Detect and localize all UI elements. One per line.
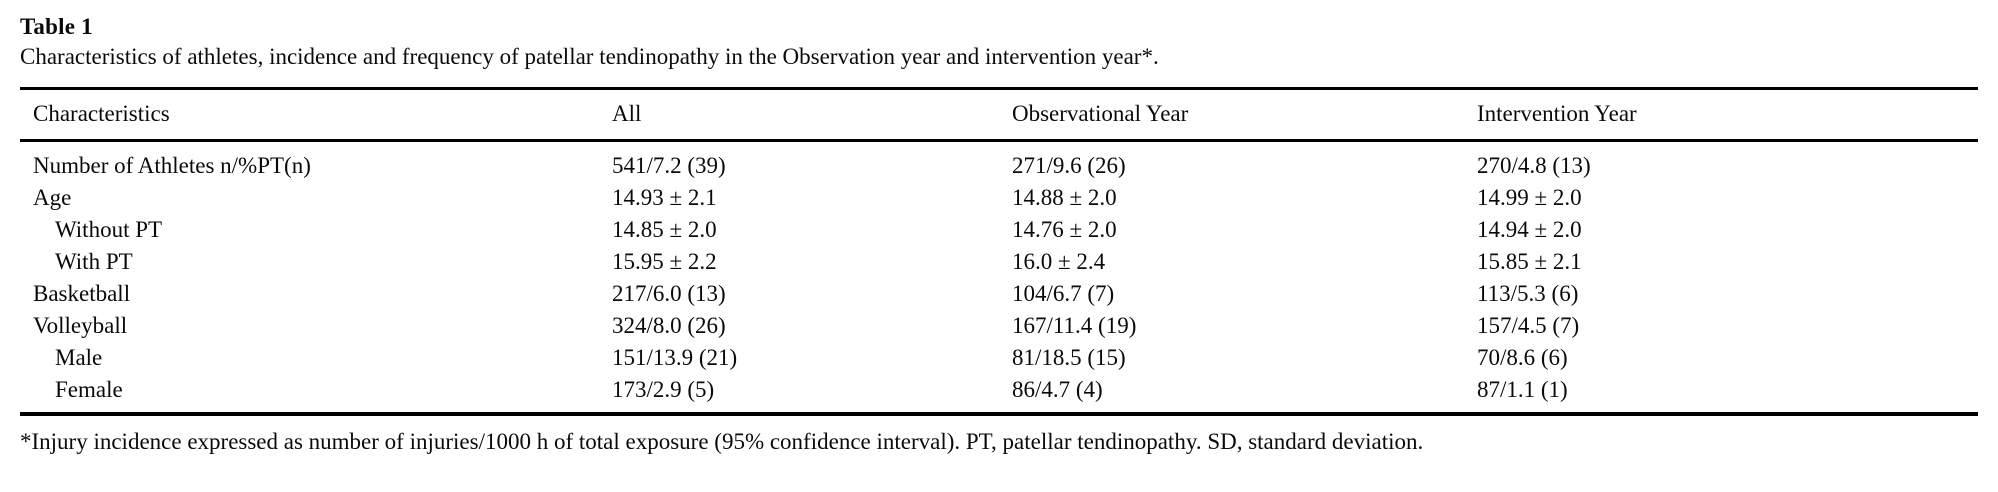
cell-observational: 81/18.5 (15) (1012, 345, 1126, 370)
cell-intervention: 70/8.6 (6) (1477, 345, 1568, 370)
table-body: Number of Athletes n/%PT(n) 541/7.2 (39)… (20, 141, 1978, 415)
header-row: Characteristics All Observational Year I… (20, 88, 1978, 142)
cell-all: 14.85 ± 2.0 (612, 217, 717, 242)
row-label: Without PT (55, 217, 163, 242)
column-header-characteristics: Characteristics (20, 88, 612, 142)
cell-intervention: 14.94 ± 2.0 (1477, 217, 1582, 242)
cell-all: 173/2.9 (5) (612, 377, 715, 402)
cell-all: 217/6.0 (13) (612, 281, 726, 306)
row-label: Male (55, 345, 103, 370)
cell-intervention: 113/5.3 (6) (1477, 281, 1579, 306)
cell-observational: 271/9.6 (26) (1012, 153, 1126, 178)
column-header-all: All (612, 88, 1012, 142)
row-label: Number of Athletes n/%PT(n) (33, 153, 311, 178)
row-label: With PT (55, 249, 133, 274)
cell-intervention: 157/4.5 (7) (1477, 313, 1580, 338)
cell-observational: 104/6.7 (7) (1012, 281, 1115, 306)
table-row: Age 14.93 ± 2.1 14.88 ± 2.0 14.99 ± 2.0 (20, 182, 1978, 214)
cell-all: 15.95 ± 2.2 (612, 249, 717, 274)
column-header-observational-year: Observational Year (1012, 88, 1477, 142)
table-row: Without PT 14.85 ± 2.0 14.76 ± 2.0 14.94… (20, 214, 1978, 246)
cell-intervention: 15.85 ± 2.1 (1477, 249, 1582, 274)
cell-intervention: 14.99 ± 2.0 (1477, 185, 1582, 210)
table-label: Table 1 (20, 14, 93, 39)
table-row: Female 173/2.9 (5) 86/4.7 (4) 87/1.1 (1) (20, 374, 1978, 414)
table-row: With PT 15.95 ± 2.2 16.0 ± 2.4 15.85 ± 2… (20, 246, 1978, 278)
row-label: Basketball (33, 281, 131, 306)
cell-intervention: 87/1.1 (1) (1477, 377, 1568, 402)
cell-intervention: 270/4.8 (13) (1477, 153, 1591, 178)
column-header-intervention-year: Intervention Year (1477, 88, 1978, 142)
table-header: Characteristics All Observational Year I… (20, 88, 1978, 142)
cell-observational: 167/11.4 (19) (1012, 313, 1137, 338)
cell-observational: 14.76 ± 2.0 (1012, 217, 1117, 242)
cell-all: 14.93 ± 2.1 (612, 185, 717, 210)
row-label: Female (55, 377, 123, 402)
row-label: Age (33, 185, 72, 210)
table-row: Number of Athletes n/%PT(n) 541/7.2 (39)… (20, 141, 1978, 183)
table-row: Basketball 217/6.0 (13) 104/6.7 (7) 113/… (20, 278, 1978, 310)
characteristics-table: Characteristics All Observational Year I… (20, 87, 1978, 416)
row-label: Volleyball (33, 313, 128, 338)
cell-all: 324/8.0 (26) (612, 313, 726, 338)
cell-observational: 16.0 ± 2.4 (1012, 249, 1106, 274)
cell-all: 541/7.2 (39) (612, 153, 726, 178)
cell-all: 151/13.9 (21) (612, 345, 738, 370)
table-caption: Characteristics of athletes, incidence a… (20, 44, 1159, 69)
table-row: Volleyball 324/8.0 (26) 167/11.4 (19) 15… (20, 310, 1978, 342)
table-footnote: *Injury incidence expressed as number of… (20, 429, 1424, 454)
table-row: Male 151/13.9 (21) 81/18.5 (15) 70/8.6 (… (20, 342, 1978, 374)
cell-observational: 86/4.7 (4) (1012, 377, 1103, 402)
cell-observational: 14.88 ± 2.0 (1012, 185, 1117, 210)
